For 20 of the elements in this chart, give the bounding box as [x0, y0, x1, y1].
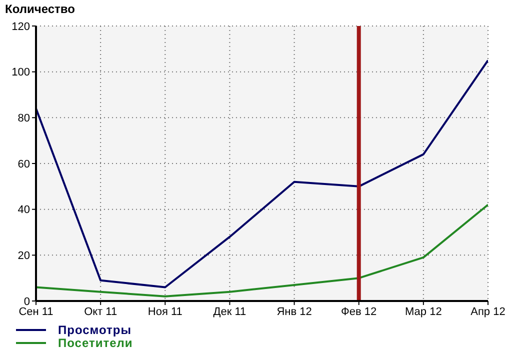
x-tick-label: Фев 12 — [341, 306, 377, 318]
line-series — [36, 204, 488, 298]
x-tick-label: Дек 11 — [213, 306, 246, 318]
legend-label: Посетители — [58, 336, 133, 350]
x-tick-label: Сен 11 — [18, 306, 54, 318]
y-tick-label: 20 — [18, 250, 30, 262]
y-tick-label: 120 — [12, 20, 30, 33]
x-tick-label: Янв 12 — [276, 306, 312, 318]
x-tick-label: Апр 12 — [470, 306, 506, 318]
y-tick-label: 0 — [24, 296, 30, 308]
y-tick-label: 60 — [18, 158, 30, 170]
y-tick-label: 80 — [18, 112, 30, 125]
y-tick-label: 40 — [18, 204, 30, 216]
x-tick-label: Ноя 11 — [148, 306, 182, 318]
legend-label: Просмотры — [58, 322, 132, 336]
x-tick-label: Мар 12 — [405, 306, 442, 318]
line-series — [36, 59, 488, 288]
chart-title: Количество — [4, 1, 76, 18]
y-tick-label: 100 — [12, 66, 30, 79]
x-tick-label: Окт 11 — [84, 306, 118, 318]
